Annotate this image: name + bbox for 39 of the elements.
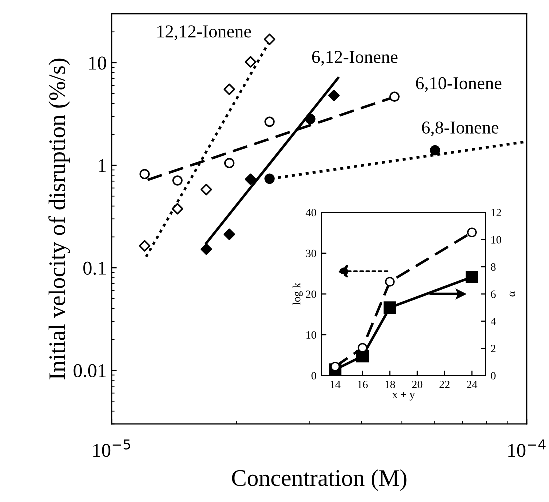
y-tick-label: 0: [312, 372, 316, 380]
x-axis-title: Concentration (M): [232, 470, 407, 492]
point: [358, 343, 368, 353]
series-label: 6,8-Ionene: [422, 122, 499, 136]
point: [385, 277, 395, 287]
y2-axis-title: α: [510, 292, 516, 297]
x-tick-label: 18: [386, 380, 396, 388]
series-label: 6,10-Ionene: [416, 77, 502, 92]
x-tick-label: 10$^{−4}$: [508, 440, 546, 458]
y-tick-label: 1: [99, 159, 106, 172]
y-tick-label: 10: [89, 56, 106, 70]
series-label: 12,12-Ionene: [158, 26, 252, 40]
point: [330, 362, 340, 372]
point: [467, 228, 478, 238]
x-axis-title: x + y: [392, 392, 416, 401]
y-axis-title: log k: [292, 282, 303, 306]
x-tick-label: 22: [440, 381, 450, 388]
x-tick-label: 10$^{−5}$: [94, 440, 130, 458]
y-tick-label: 20: [306, 290, 316, 298]
y2-tick-label: 2: [491, 345, 496, 352]
y-tick-label: 0.1: [84, 262, 106, 276]
y2-tick-label: 12: [492, 209, 502, 216]
y2-tick-label: 6: [491, 290, 496, 298]
y-tick-label: 0.01: [74, 364, 106, 378]
y-tick-label: 10: [306, 331, 316, 339]
y2-tick-label: 10: [492, 236, 502, 244]
x-tick-label: 24: [467, 381, 478, 388]
y-tick-label: 40: [306, 209, 316, 217]
y2-tick-label: 0: [491, 372, 496, 380]
x-tick-label: 14: [330, 381, 341, 388]
y-axis-title: Initial velocity of disruption (%/s): [48, 58, 70, 380]
y2-tick-label: 4: [490, 318, 496, 326]
y2-tick-label: 8: [491, 263, 496, 271]
x-tick-label: 20: [412, 380, 423, 388]
x-tick-label: 16: [358, 381, 368, 388]
series-label: 6,12-Ionene: [312, 51, 398, 66]
point: [384, 302, 396, 314]
point: [466, 270, 478, 284]
y-tick-label: 30: [306, 250, 316, 258]
